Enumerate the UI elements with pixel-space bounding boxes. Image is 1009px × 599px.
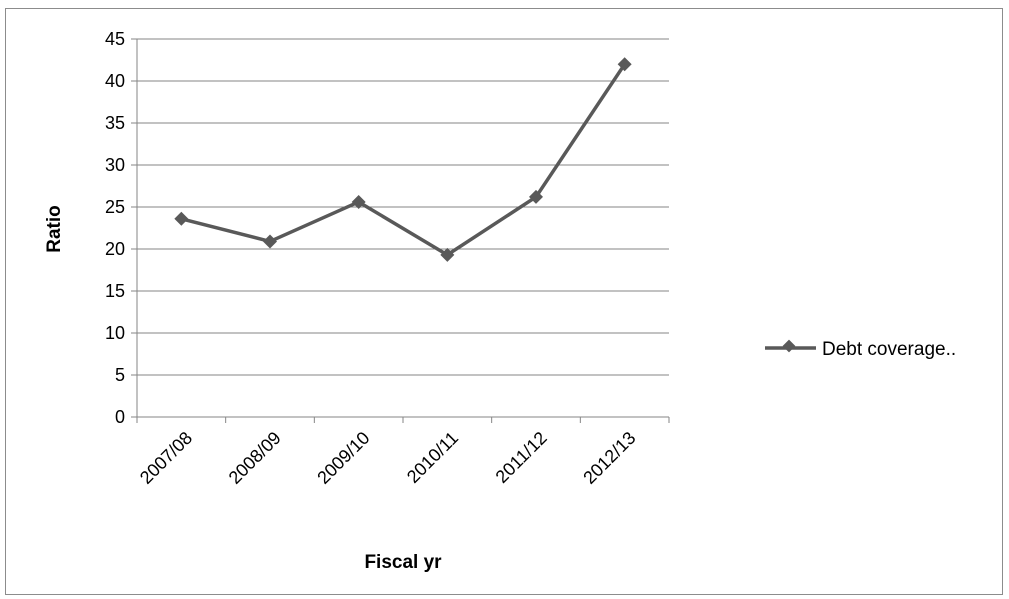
y-axis-title: Ratio (44, 205, 65, 253)
y-tick-label: 5 (115, 365, 125, 385)
data-point-marker (529, 189, 543, 204)
y-tick-label: 15 (105, 281, 125, 301)
x-tick-label: 2008/09 (225, 428, 285, 488)
y-tick-label: 35 (105, 113, 125, 133)
legend-marker-swatch (782, 339, 796, 353)
x-tick-label: 2007/08 (136, 428, 196, 488)
y-tick-label: 40 (105, 71, 125, 91)
data-point-marker (174, 211, 189, 226)
x-tick-label: 2011/12 (492, 428, 551, 487)
y-tick-label: 0 (115, 407, 125, 427)
x-axis-title: Fiscal yr (364, 552, 442, 573)
chart-area (5, 8, 1003, 595)
y-tick-label: 30 (105, 155, 125, 175)
legend: Debt coverage.. (765, 339, 956, 360)
x-axis-ticks: 2007/08 2008/09 2009/10 2010/11 2011/12 2012/… (136, 428, 639, 488)
y-tick-label: 10 (105, 323, 125, 343)
series-layer (174, 57, 632, 262)
x-tick-label: 2010/11 (403, 428, 462, 487)
data-point-marker (351, 194, 366, 209)
series-line (180, 63, 627, 257)
gridlines (137, 38, 669, 376)
data-point-marker (617, 57, 632, 72)
y-tick-label: 45 (105, 29, 125, 49)
legend-label: Debt coverage.. (822, 339, 956, 360)
data-point-marker (440, 247, 455, 262)
data-point-marker (263, 234, 277, 249)
y-axis-ticks: 0 5 10 15 20 25 30 35 40 45 (105, 29, 125, 427)
y-tick-label: 25 (105, 197, 125, 217)
x-tick-label: 2009/10 (313, 428, 373, 488)
x-tick-label: 2012/13 (579, 428, 639, 488)
y-tick-label: 20 (105, 239, 125, 259)
axes (131, 38, 670, 423)
